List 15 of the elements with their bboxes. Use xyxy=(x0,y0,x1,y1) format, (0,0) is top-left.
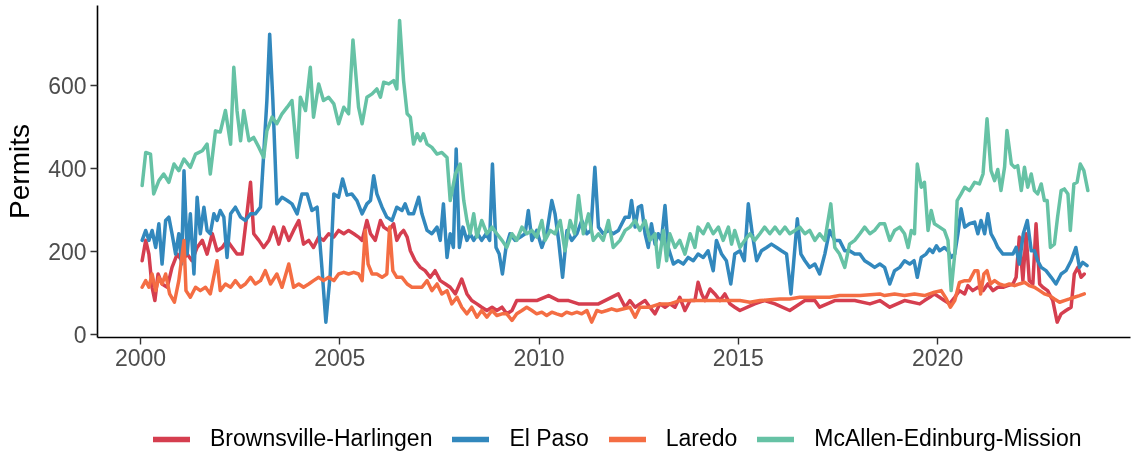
x-tick-label: 2005 xyxy=(314,344,366,371)
y-tick-label: 200 xyxy=(48,239,87,266)
legend-label: McAllen-Edinburg-Mission xyxy=(814,425,1082,452)
y-tick-label: 600 xyxy=(48,73,87,100)
x-tick-label: 2010 xyxy=(513,344,565,371)
x-tick-label: 2020 xyxy=(912,344,964,371)
y-tick-label: 0 xyxy=(73,322,87,349)
legend-label: Laredo xyxy=(665,425,738,452)
line-series xyxy=(140,225,1087,324)
legend-label: El Paso xyxy=(509,425,589,452)
y-axis-title: Permits xyxy=(4,124,36,219)
x-tick-label: 2015 xyxy=(712,344,764,371)
x-tick-label: 2000 xyxy=(114,344,167,371)
legend-label: Brownsville-Harlingen xyxy=(210,425,433,452)
y-tick-label: 400 xyxy=(48,156,87,183)
